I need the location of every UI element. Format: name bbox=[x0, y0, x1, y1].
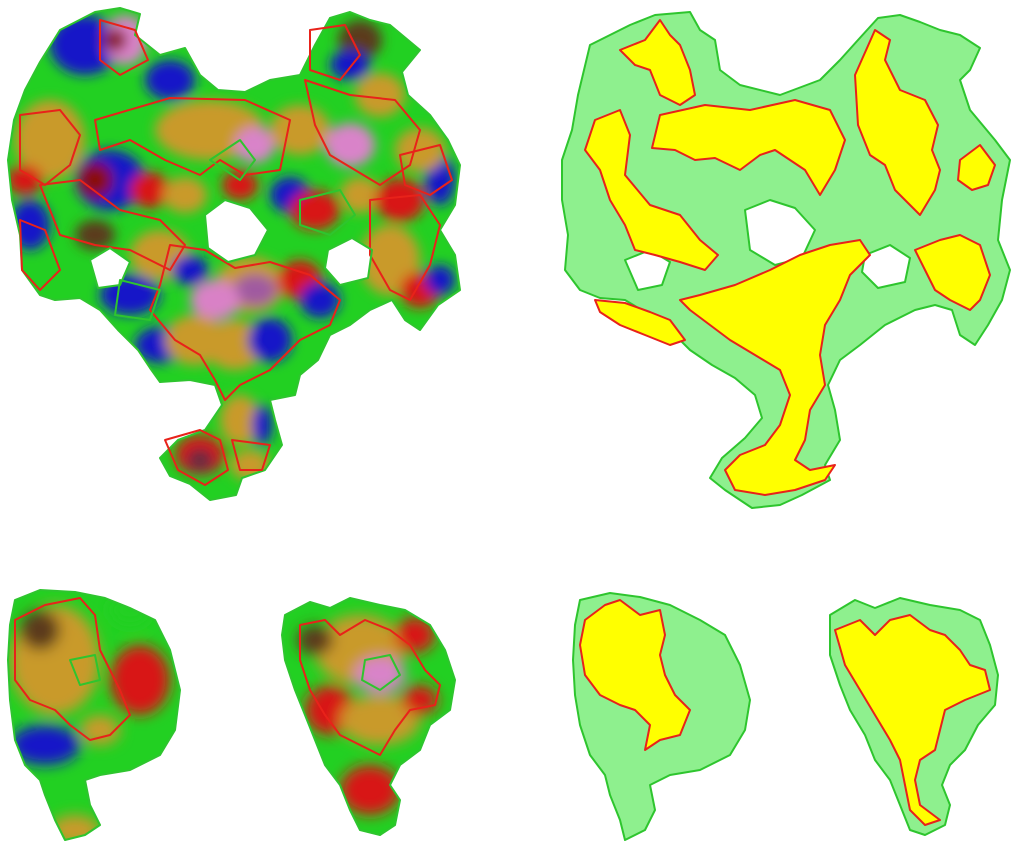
segment-right-part-highlight bbox=[834, 614, 991, 826]
left-part-texture-svg bbox=[7, 589, 181, 841]
panel-right-part-segmentation bbox=[820, 590, 1019, 845]
texture-region-outlines bbox=[7, 7, 461, 501]
texture-region-outlines bbox=[7, 589, 181, 841]
left-part-segmentation-svg bbox=[572, 592, 751, 841]
segment-lower-center bbox=[679, 239, 871, 496]
segment-upper-center bbox=[651, 99, 846, 196]
segment-lower-left-arm bbox=[594, 299, 686, 346]
full-surface-texture-svg bbox=[7, 7, 461, 501]
segment-top-left bbox=[619, 19, 696, 106]
full-surface-segmentation-svg bbox=[561, 11, 1011, 509]
panel-full-surface-texture bbox=[0, 0, 480, 510]
texture-fill-group bbox=[8, 8, 460, 500]
segment-right-lower bbox=[914, 234, 991, 311]
right-part-texture-svg bbox=[281, 597, 456, 836]
segment-left-part-highlight bbox=[579, 599, 691, 751]
panel-right-part-texture bbox=[270, 590, 470, 845]
texture-fill-group bbox=[8, 590, 180, 840]
panel-left-part-segmentation bbox=[565, 585, 765, 845]
segment-right-small bbox=[957, 144, 996, 191]
texture-region-outlines bbox=[281, 597, 456, 836]
right-part-segmentation-svg bbox=[829, 597, 999, 836]
panel-full-surface-segmentation bbox=[540, 0, 1019, 520]
segment-upper-right bbox=[854, 29, 941, 216]
panel-left-part-texture bbox=[0, 580, 200, 845]
segmentation-highlight-regions bbox=[584, 19, 996, 496]
segment-left-arm bbox=[584, 109, 719, 271]
